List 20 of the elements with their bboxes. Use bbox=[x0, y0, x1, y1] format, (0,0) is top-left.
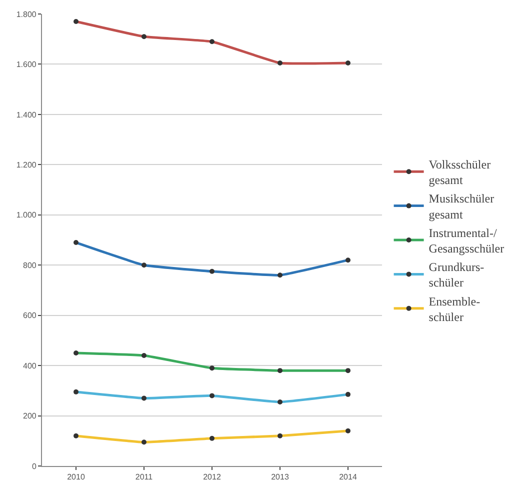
legend-label: Grundkurs- schüler bbox=[428, 260, 484, 290]
y-tick-label: 1.800 bbox=[16, 10, 37, 19]
legend-label: Volksschüler gesamt bbox=[428, 157, 491, 188]
y-tick-label: 0 bbox=[32, 462, 37, 471]
y-tick-label: 1.400 bbox=[16, 110, 37, 120]
y-tick-label: 400 bbox=[23, 361, 37, 370]
x-tick-label: 2010 bbox=[67, 472, 86, 482]
y-tick-label: 200 bbox=[23, 412, 37, 421]
x-tick-label: 2011 bbox=[135, 472, 154, 482]
x-tick-label: 2014 bbox=[339, 472, 358, 482]
y-tick-label: 1.000 bbox=[16, 210, 37, 220]
y-tick-label: 1.600 bbox=[16, 60, 37, 70]
legend-label: Instrumental-/ Gesangsschüler bbox=[428, 226, 504, 256]
y-tick-label: 600 bbox=[23, 311, 37, 320]
legend-label: Ensemble- schüler bbox=[428, 294, 480, 324]
y-tick-label: 1.200 bbox=[16, 160, 37, 170]
legend-label: Musikschüler gesamt bbox=[428, 192, 494, 222]
y-tick-label: 800 bbox=[23, 260, 37, 270]
x-tick-label: 2012 bbox=[203, 472, 222, 482]
x-tick-label: 2013 bbox=[271, 472, 290, 482]
